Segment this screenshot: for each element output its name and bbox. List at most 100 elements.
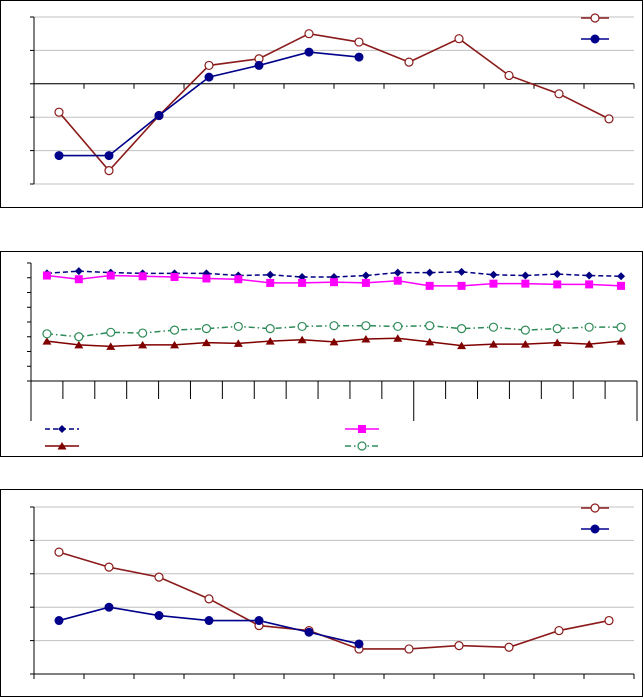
data-point xyxy=(54,547,64,557)
chart-2 xyxy=(27,262,638,451)
data-point xyxy=(504,70,514,81)
data-point xyxy=(393,276,402,285)
data-point xyxy=(330,273,338,282)
legend-marker xyxy=(590,524,600,534)
data-point xyxy=(617,272,626,281)
data-point xyxy=(616,322,626,332)
data-point xyxy=(554,89,564,99)
data-point xyxy=(266,270,275,279)
data-point xyxy=(425,321,435,331)
data-point xyxy=(106,342,116,350)
data-point xyxy=(585,271,594,280)
data-point xyxy=(584,340,594,348)
legend-marker xyxy=(57,442,67,450)
data-point xyxy=(361,271,370,280)
chart-panel-1 xyxy=(0,0,643,208)
data-point xyxy=(454,34,464,44)
data-point xyxy=(233,339,243,347)
data-point xyxy=(584,322,594,332)
data-point xyxy=(361,334,371,343)
data-point xyxy=(304,627,314,637)
data-point xyxy=(489,270,498,279)
data-point xyxy=(457,281,466,290)
data-point xyxy=(298,273,307,282)
data-point xyxy=(521,279,530,288)
data-point xyxy=(456,324,467,334)
data-point xyxy=(425,281,434,290)
data-point xyxy=(329,321,339,331)
series-3 xyxy=(42,334,626,350)
data-point xyxy=(42,337,52,345)
data-point xyxy=(304,29,314,39)
data-point xyxy=(201,324,212,334)
data-point xyxy=(404,57,414,67)
series-2 xyxy=(54,47,364,161)
data-point xyxy=(104,151,114,161)
data-point xyxy=(204,72,214,82)
data-point xyxy=(298,278,307,287)
data-point xyxy=(106,271,115,280)
data-point xyxy=(204,594,214,604)
data-point xyxy=(54,616,64,626)
data-point xyxy=(297,335,307,344)
series-1 xyxy=(54,29,614,176)
data-point xyxy=(154,111,164,121)
data-point xyxy=(138,340,148,349)
data-point xyxy=(54,151,64,161)
chart-3 xyxy=(30,503,635,679)
data-point xyxy=(404,644,414,654)
data-point xyxy=(393,334,403,342)
data-point xyxy=(488,340,498,348)
series-2 xyxy=(54,602,364,649)
data-point xyxy=(74,267,83,276)
data-point xyxy=(553,270,562,279)
data-point xyxy=(304,47,314,57)
data-point xyxy=(138,272,147,281)
series-line xyxy=(58,606,360,645)
data-point xyxy=(425,337,435,346)
data-point xyxy=(202,269,211,278)
data-point xyxy=(504,642,514,652)
data-point xyxy=(204,616,214,626)
data-point xyxy=(520,340,530,348)
data-point xyxy=(361,321,371,331)
chart-panel-3 xyxy=(0,489,643,697)
data-point xyxy=(154,572,164,582)
data-point xyxy=(354,52,364,62)
data-point xyxy=(489,279,498,288)
data-point xyxy=(393,321,403,332)
data-point xyxy=(454,641,464,651)
data-point xyxy=(169,325,180,335)
data-point xyxy=(552,338,562,347)
data-point xyxy=(154,611,164,621)
data-point xyxy=(330,278,338,287)
legend-marker xyxy=(590,13,600,23)
data-point xyxy=(74,332,84,342)
data-point xyxy=(457,267,466,276)
data-point xyxy=(521,271,530,280)
legend-marker xyxy=(58,425,66,433)
data-point xyxy=(585,280,594,289)
legend-marker xyxy=(590,34,600,44)
data-point xyxy=(74,340,84,349)
data-point xyxy=(265,324,275,334)
data-point xyxy=(520,325,530,335)
data-point xyxy=(604,114,614,124)
data-point xyxy=(265,337,275,345)
data-point xyxy=(354,639,364,649)
data-point xyxy=(234,275,243,284)
series-2 xyxy=(42,271,626,290)
data-point xyxy=(329,337,339,346)
series-line xyxy=(58,551,610,650)
data-point xyxy=(393,268,402,277)
data-point xyxy=(297,321,307,332)
data-point xyxy=(616,337,626,345)
data-point xyxy=(457,341,467,350)
data-point xyxy=(202,274,211,283)
data-point xyxy=(104,602,114,612)
data-point xyxy=(204,60,214,71)
data-point xyxy=(74,275,83,284)
data-point xyxy=(604,615,614,626)
data-point xyxy=(554,625,564,636)
data-point xyxy=(488,322,499,332)
